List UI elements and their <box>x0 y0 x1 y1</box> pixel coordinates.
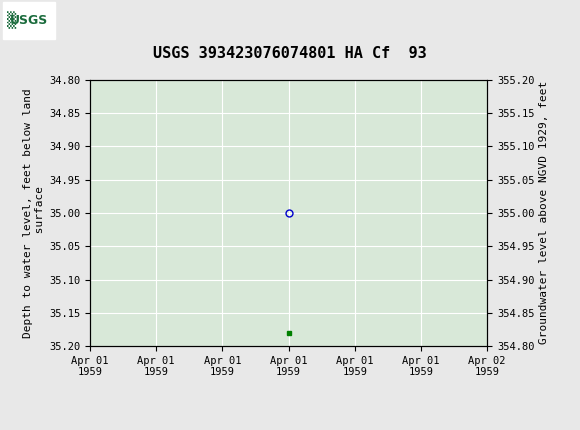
Text: ▒: ▒ <box>7 12 16 29</box>
Text: USGS: USGS <box>10 14 48 27</box>
Text: USGS 393423076074801 HA Cf  93: USGS 393423076074801 HA Cf 93 <box>153 46 427 61</box>
Legend: Period of approved data: Period of approved data <box>198 429 379 430</box>
Y-axis label: Depth to water level, feet below land
 surface: Depth to water level, feet below land su… <box>23 88 45 338</box>
Y-axis label: Groundwater level above NGVD 1929, feet: Groundwater level above NGVD 1929, feet <box>539 81 549 344</box>
FancyBboxPatch shape <box>3 2 55 39</box>
